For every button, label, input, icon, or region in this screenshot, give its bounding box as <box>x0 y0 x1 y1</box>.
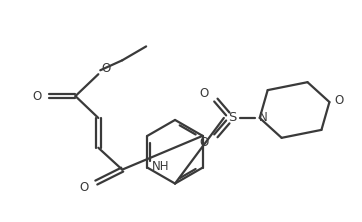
Text: O: O <box>335 93 344 107</box>
Text: N: N <box>259 111 268 125</box>
Text: O: O <box>102 62 111 75</box>
Text: O: O <box>199 87 209 100</box>
Text: O: O <box>80 181 89 194</box>
Text: NH: NH <box>152 160 169 173</box>
Text: S: S <box>229 111 237 125</box>
Text: O: O <box>199 136 209 149</box>
Text: O: O <box>32 90 41 103</box>
